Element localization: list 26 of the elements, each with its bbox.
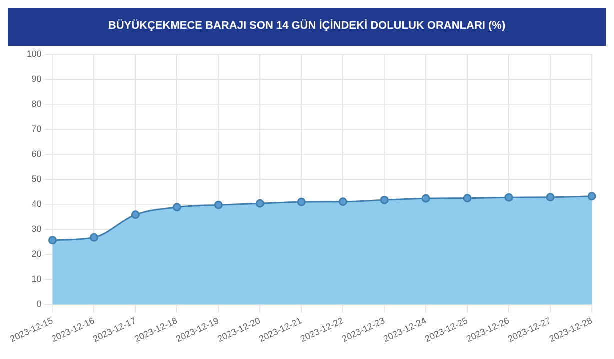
y-tick-label: 90 — [32, 74, 42, 84]
y-tick-label: 20 — [32, 249, 42, 260]
y-tick-label: 0 — [36, 299, 42, 310]
point — [131, 210, 140, 220]
y-tick-label: 80 — [32, 98, 42, 109]
point — [214, 200, 223, 210]
y-tick-label: 70 — [32, 124, 42, 134]
point — [463, 194, 472, 203]
point — [297, 198, 306, 206]
chart-title: BÜYÜKÇEKMECE BARAJI SON 14 GÜN İÇİNDEKİ DOLULUK ORANLARI (%) — [8, 8, 606, 46]
point — [504, 193, 514, 202]
point — [338, 198, 348, 206]
point — [48, 236, 57, 245]
point — [172, 203, 182, 212]
point — [380, 196, 389, 204]
point — [422, 194, 430, 203]
y-tick-label: 50 — [32, 174, 42, 184]
y-tick-label: 40 — [32, 199, 42, 210]
y-tick-label: 100 — [26, 48, 42, 59]
point — [588, 192, 596, 201]
point — [256, 199, 264, 208]
point — [90, 233, 98, 242]
point — [546, 193, 555, 202]
y-tick-label: 30 — [32, 224, 42, 234]
y-tick-label: 60 — [32, 149, 42, 160]
y-tick-label: 10 — [32, 274, 42, 284]
